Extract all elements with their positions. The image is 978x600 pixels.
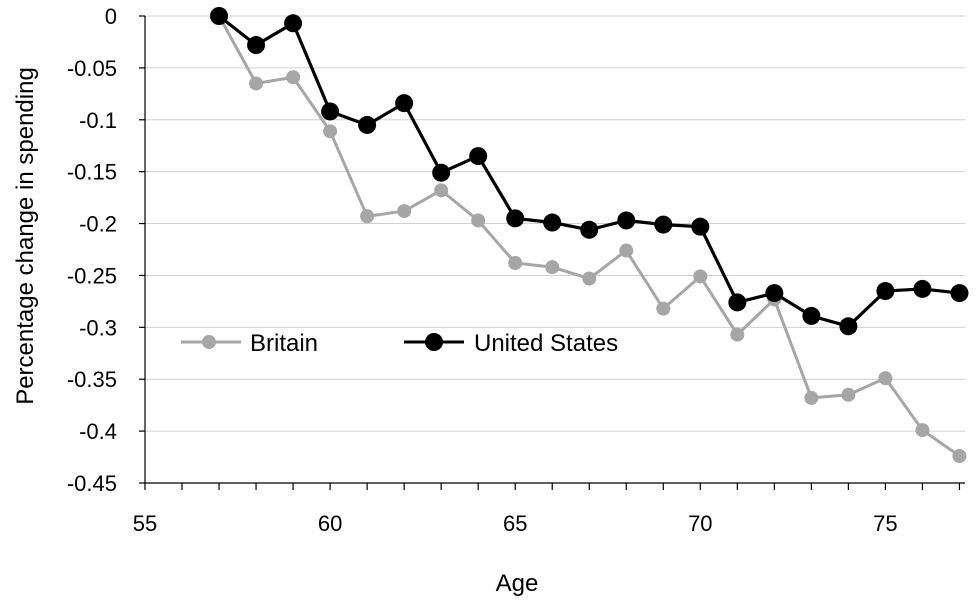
- y-tick-labels: 0 -0.05 -0.1 -0.15 -0.2 -0.25 -0.3 -0.35 -0.4 -0.…: [67, 4, 117, 496]
- y-tick-label: -0.3: [79, 315, 117, 340]
- y-tick-label: -0.45: [67, 471, 117, 496]
- data-point: [617, 211, 636, 230]
- y-tick-label: -0.05: [67, 56, 117, 81]
- data-point: [691, 217, 710, 236]
- data-point: [876, 282, 895, 301]
- data-point: [580, 220, 599, 239]
- data-point: [619, 243, 634, 258]
- data-point: [360, 209, 375, 224]
- data-point: [284, 14, 303, 33]
- data-point: [323, 124, 338, 139]
- legend-item: Britain: [181, 330, 318, 357]
- legend: Britain United States: [181, 330, 618, 357]
- y-tick-label: -0.35: [67, 367, 117, 392]
- x-tick-label: 65: [503, 511, 527, 536]
- data-point: [582, 271, 597, 286]
- data-point: [471, 213, 486, 228]
- legend-item: United States: [404, 330, 618, 357]
- data-point: [545, 260, 560, 275]
- y-tick-label: -0.15: [67, 160, 117, 185]
- data-point: [804, 390, 819, 405]
- data-point: [434, 183, 449, 198]
- data-point: [543, 213, 562, 232]
- data-point: [950, 284, 969, 303]
- y-tick-label: 0: [105, 4, 117, 29]
- data-point: [210, 7, 229, 25]
- x-tick-label: 55: [133, 511, 157, 536]
- data-point: [802, 306, 821, 325]
- data-point: [397, 204, 412, 219]
- data-point: [395, 94, 414, 113]
- x-tick-label: 60: [318, 511, 342, 536]
- data-point: [913, 279, 932, 298]
- x-tick-labels: 55 60 65 70 75: [133, 511, 898, 536]
- data-point: [765, 284, 784, 303]
- data-point: [249, 76, 264, 91]
- y-tick-label: -0.4: [79, 419, 117, 444]
- data-point: [247, 36, 266, 55]
- series-layer: [210, 7, 969, 464]
- data-point: [321, 102, 340, 121]
- legend-marker: [202, 335, 216, 349]
- series-united-states: [210, 7, 969, 336]
- data-point: [878, 371, 893, 386]
- data-point: [286, 70, 301, 85]
- data-point: [656, 301, 671, 316]
- data-point: [839, 317, 858, 336]
- y-tick-label: -0.2: [79, 212, 117, 237]
- data-point: [841, 387, 856, 402]
- axes: [139, 15, 965, 490]
- data-point: [506, 209, 525, 228]
- y-tick-label: -0.25: [67, 263, 117, 288]
- legend-marker: [425, 333, 443, 351]
- data-point: [358, 115, 377, 134]
- y-axis-title: Percentage change in spending: [12, 67, 39, 405]
- data-point: [508, 255, 523, 270]
- data-point: [730, 327, 745, 342]
- legend-label: Britain: [250, 330, 318, 357]
- data-point: [728, 293, 747, 312]
- data-point: [693, 269, 708, 284]
- data-point: [654, 215, 673, 234]
- data-point: [952, 449, 967, 464]
- data-point: [915, 423, 930, 438]
- legend-label: United States: [474, 330, 618, 357]
- y-tick-label: -0.1: [79, 108, 117, 133]
- x-axis-title: Age: [496, 570, 539, 597]
- data-point: [469, 147, 488, 166]
- x-tick-label: 70: [688, 511, 712, 536]
- x-tick-label: 75: [873, 511, 897, 536]
- data-point: [432, 163, 451, 182]
